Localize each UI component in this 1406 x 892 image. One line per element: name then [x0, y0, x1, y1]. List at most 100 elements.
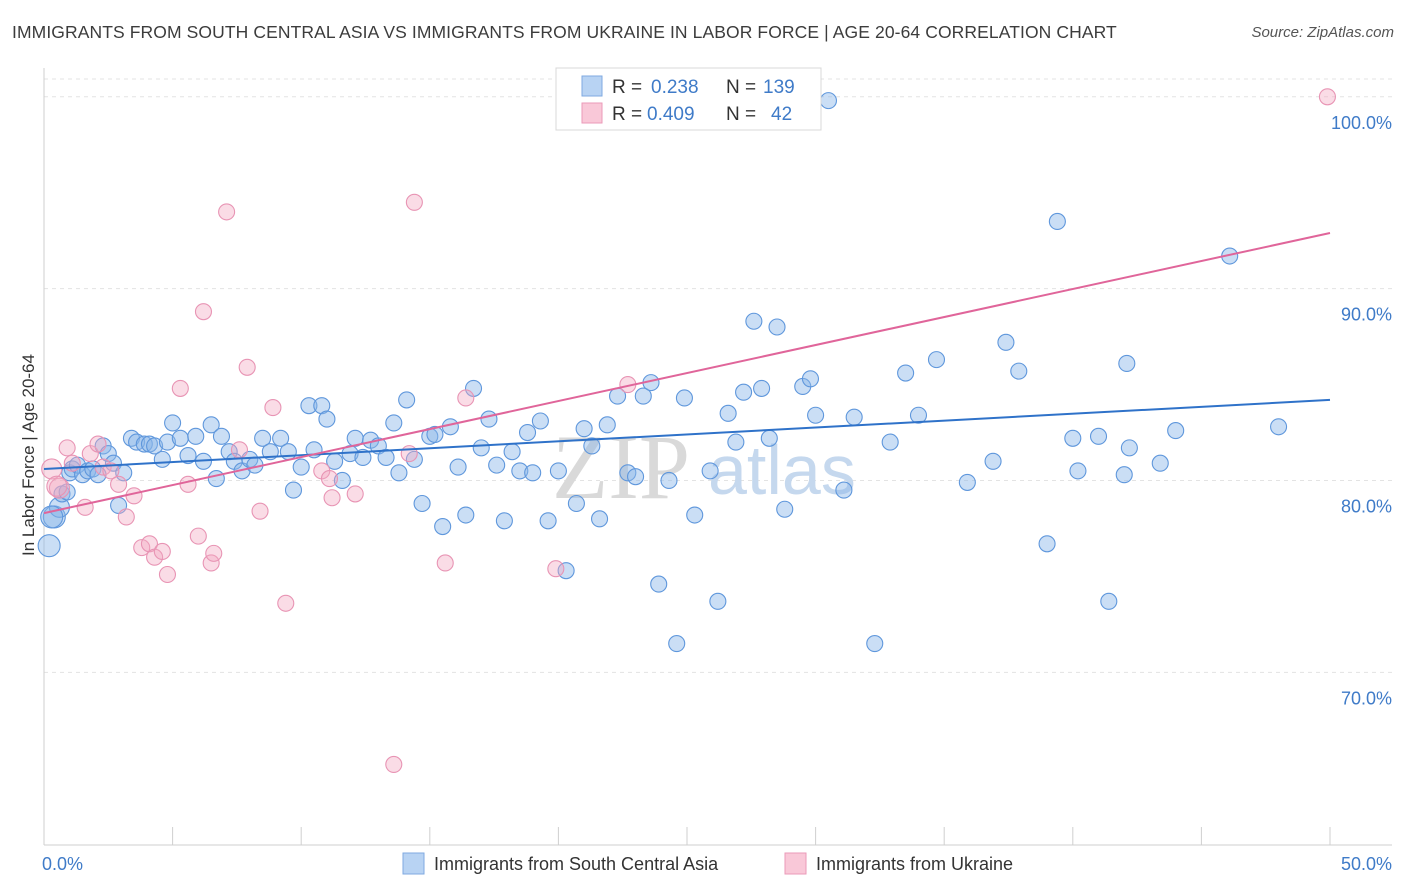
point-south-central-asia	[927, 351, 946, 369]
legend-swatch-ukraine	[581, 102, 603, 124]
point-south-central-asia	[650, 575, 668, 593]
point-south-central-asia	[619, 464, 637, 482]
point-south-central-asia	[179, 446, 197, 465]
axes	[43, 68, 1392, 846]
legend-n-value-2: 42	[771, 104, 792, 125]
point-ukraine	[238, 358, 256, 376]
point-ukraine	[153, 542, 171, 561]
point-ukraine	[264, 399, 282, 417]
point-ukraine	[125, 487, 143, 505]
point-south-central-asia	[1048, 212, 1066, 231]
point-south-central-asia	[753, 379, 771, 397]
point-south-central-asia	[634, 387, 652, 405]
point-south-central-asia	[135, 435, 153, 453]
point-ukraine	[457, 389, 475, 407]
point-south-central-asia	[1010, 362, 1028, 380]
bottom-legend-swatch-ukraine	[784, 852, 807, 875]
point-south-central-asia	[583, 437, 601, 455]
point-south-central-asia	[284, 481, 303, 499]
watermark-zip: ZIP	[552, 416, 690, 518]
y-tick-label: 100.0%	[1331, 113, 1392, 133]
point-south-central-asia	[745, 312, 763, 330]
legend-n-value-1: 139	[763, 77, 795, 98]
point-south-central-asia	[385, 414, 403, 432]
point-south-central-asia	[449, 458, 467, 476]
point-south-central-asia	[524, 464, 542, 482]
point-south-central-asia	[768, 318, 786, 336]
point-south-central-asia	[539, 512, 557, 530]
legend-r-value-2: 0.409	[647, 104, 695, 125]
point-ukraine	[202, 554, 220, 572]
y-tick-label: 70.0%	[1341, 688, 1392, 708]
y-tick-label: 80.0%	[1341, 496, 1392, 516]
point-south-central-asia	[801, 370, 820, 388]
point-south-central-asia	[627, 468, 645, 486]
point-south-central-asia	[254, 429, 272, 447]
y-tick-labels: 70.0% 80.0% 90.0% 100.0%	[1331, 113, 1392, 709]
point-ukraine	[205, 544, 223, 562]
point-south-central-asia	[472, 439, 490, 457]
legend-swatch-south-central-asia	[581, 75, 603, 97]
point-south-central-asia	[557, 562, 575, 580]
point-ukraine	[251, 502, 269, 520]
point-south-central-asia	[807, 406, 825, 424]
point-ukraine	[323, 489, 341, 507]
point-south-central-asia	[511, 462, 529, 480]
point-south-central-asia	[354, 448, 372, 467]
point-south-central-asia	[37, 534, 61, 558]
point-ukraine	[547, 560, 565, 578]
point-ukraine	[385, 755, 403, 773]
point-south-central-asia	[567, 494, 585, 513]
point-south-central-asia	[202, 416, 220, 434]
point-south-central-asia	[549, 462, 567, 480]
point-south-central-asia	[984, 452, 1002, 470]
point-south-central-asia	[1167, 422, 1185, 440]
point-south-central-asia	[212, 427, 231, 445]
series-legend: Immigrants from South Central Asia Immig…	[402, 852, 1013, 875]
point-south-central-asia	[866, 635, 884, 653]
point-south-central-asia	[279, 443, 297, 461]
point-south-central-asia	[377, 448, 395, 467]
point-ukraine	[400, 445, 418, 463]
point-south-central-asia	[171, 429, 189, 447]
point-south-central-asia	[709, 592, 727, 610]
point-south-central-asia	[413, 494, 431, 513]
point-south-central-asia	[1100, 592, 1118, 610]
chart-title: IMMIGRANTS FROM SOUTH CENTRAL ASIA VS IM…	[12, 22, 1117, 42]
point-ukraine	[179, 475, 197, 493]
point-ukraine	[76, 498, 94, 516]
point-south-central-asia	[997, 333, 1015, 351]
point-ukraine	[218, 203, 236, 221]
point-south-central-asia	[503, 443, 521, 461]
point-south-central-asia	[1089, 427, 1108, 445]
point-ukraine	[102, 462, 120, 480]
point-south-central-asia	[776, 500, 794, 518]
point-ukraine	[230, 441, 249, 459]
point-south-central-asia	[835, 481, 853, 499]
point-south-central-asia	[398, 391, 416, 409]
legend-r-label-2: R =	[612, 104, 642, 125]
point-south-central-asia	[819, 92, 838, 110]
y-tick-label: 90.0%	[1341, 305, 1392, 325]
point-south-central-asia	[1118, 354, 1136, 373]
point-ukraine	[171, 379, 189, 397]
point-south-central-asia	[158, 433, 177, 451]
point-south-central-asia	[495, 512, 513, 530]
legend-r-value-1: 0.238	[651, 77, 699, 98]
point-south-central-asia	[1064, 429, 1082, 447]
point-south-central-asia	[845, 408, 863, 426]
bottom-legend-swatch-south-central-asia	[402, 852, 425, 875]
point-ukraine	[436, 554, 454, 572]
point-south-central-asia	[390, 464, 408, 482]
point-south-central-asia	[881, 433, 899, 451]
legend-n-label-2: N =	[726, 104, 756, 125]
point-ukraine	[46, 475, 68, 497]
point-south-central-asia	[333, 471, 351, 490]
point-south-central-asia	[1151, 454, 1169, 472]
point-south-central-asia	[727, 433, 745, 451]
legend-r-label-1: R =	[612, 77, 642, 98]
point-south-central-asia	[426, 425, 444, 443]
point-south-central-asia	[1270, 418, 1288, 436]
point-ukraine	[110, 475, 128, 493]
